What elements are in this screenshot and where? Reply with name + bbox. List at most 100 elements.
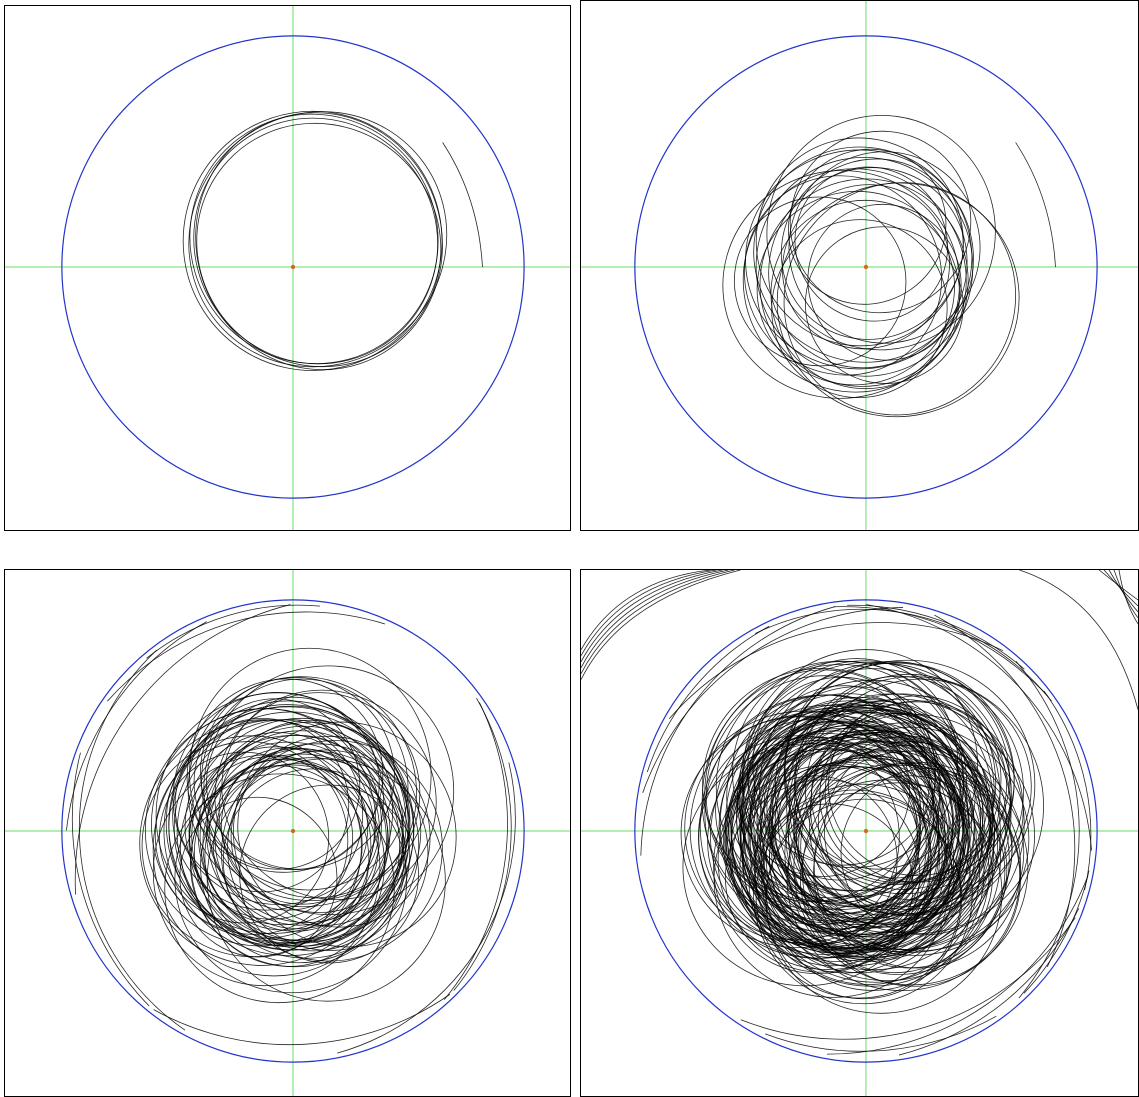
trajectory-loop: [793, 736, 992, 936]
trajectory-loop: [730, 737, 922, 922]
trajectory-loop: [794, 166, 948, 322]
trajectory-loop: [722, 170, 960, 399]
trajectory-loop: [788, 151, 981, 344]
trajectory-loop: [759, 178, 969, 387]
trajectory-loop: [763, 722, 935, 898]
trajectory-loop: [776, 182, 1020, 418]
trajectory-plot-1: [5, 6, 570, 530]
trajectory-loop: [768, 167, 968, 369]
trajectory-loop: [173, 711, 411, 948]
trajectory-loop: [771, 219, 948, 399]
trajectory-escape: [646, 625, 770, 773]
trajectory-escape: [453, 698, 512, 991]
trajectory-loop: [184, 732, 375, 926]
trajectory-loop: [704, 694, 942, 932]
trajectory-escape: [642, 607, 904, 793]
trajectory-loop: [840, 768, 1013, 936]
trajectory-loop: [179, 796, 338, 958]
trajectory-loop: [739, 761, 952, 974]
trajectory-loop: [783, 662, 1015, 895]
trajectory-loop: [195, 112, 443, 371]
trajectory-loop: [196, 122, 442, 368]
trajectory-tail: [442, 142, 483, 268]
trajectory-loop: [725, 779, 921, 973]
trajectory-tail: [1015, 142, 1056, 268]
trajectory-loop: [221, 689, 437, 900]
trajectory-escape: [668, 622, 1004, 719]
trajectory-escape: [898, 908, 1080, 1056]
trajectory-plot-4: [581, 570, 1138, 1096]
center-point: [290, 264, 296, 270]
trajectory-escape: [847, 604, 1025, 670]
trajectory-loop: [750, 708, 992, 940]
trajectory-loop: [828, 695, 1007, 877]
trajectory: [722, 115, 1056, 418]
boundary-circle: [61, 35, 525, 499]
trajectory-plot-2: [581, 1, 1138, 530]
center-point: [863, 828, 869, 834]
trajectory-loop: [754, 757, 990, 983]
trajectory-loop: [731, 775, 898, 945]
trajectory-outer-arc: [581, 570, 741, 680]
trajectory-loop: [188, 717, 409, 941]
trajectory-loop: [190, 758, 385, 967]
trajectory-loop: [152, 719, 400, 977]
trajectory-loop: [724, 739, 919, 937]
trajectory-loop: [197, 721, 422, 942]
trajectory-loop: [770, 199, 960, 390]
trajectory-loop: [789, 693, 1011, 915]
trajectory-escape: [71, 752, 150, 1007]
trajectory-loop: [786, 676, 1044, 935]
trajectory-outer-arc: [1098, 570, 1138, 601]
trajectory-panel-2: [580, 0, 1139, 531]
trajectory-outer-arc: [1118, 570, 1138, 625]
trajectory-loop: [705, 675, 930, 902]
trajectory-outer-arc: [581, 570, 717, 656]
trajectory-outer-arc: [1019, 570, 1138, 710]
trajectory-loop: [745, 149, 974, 370]
trajectory-loop: [789, 130, 972, 314]
trajectory-loop: [189, 753, 407, 968]
trajectory-loop: [733, 196, 907, 367]
trajectory-escape: [1043, 690, 1092, 891]
trajectory-escape: [833, 606, 1049, 698]
trajectory-loop: [759, 732, 1010, 982]
trajectory-escape: [1015, 660, 1080, 999]
trajectory-loop: [214, 692, 421, 899]
trajectory-escape: [740, 917, 1076, 1040]
trajectory-panel-4: [580, 569, 1139, 1097]
boundary-circle: [634, 35, 1098, 499]
trajectory-loop: [753, 783, 973, 1005]
trajectory-outer-arc: [581, 570, 723, 662]
trajectory-loop: [742, 711, 984, 953]
trajectory-loop: [788, 763, 1008, 975]
trajectory-loop: [144, 708, 382, 947]
trajectory-loop: [233, 721, 457, 948]
trajectory-loop: [191, 734, 404, 947]
trajectory-loop: [807, 203, 962, 361]
trajectory-escape: [640, 606, 836, 856]
trajectory-outer-arc: [581, 570, 729, 668]
trajectory-loop: [174, 764, 408, 994]
trajectory-escape: [827, 875, 1089, 1055]
trajectory-loop: [189, 113, 439, 365]
trajectory-loop: [749, 730, 995, 971]
trajectory-escape: [754, 608, 1052, 702]
trajectory-plot-3: [5, 570, 570, 1096]
trajectory-loop: [237, 735, 431, 928]
trajectory-escape: [765, 1015, 997, 1052]
trajectory-escape: [1023, 870, 1090, 994]
trajectory-outer-arc: [581, 570, 711, 650]
trajectory-loop: [704, 660, 968, 916]
boundary-circle: [61, 599, 525, 1063]
trajectory-loop: [187, 676, 417, 908]
trajectory-loop: [141, 735, 362, 958]
trajectory-escape: [443, 702, 508, 1000]
trajectory-loop: [784, 661, 1010, 884]
trajectory-loop: [742, 168, 967, 393]
trajectory-loop: [765, 748, 969, 960]
trajectory-loop: [759, 711, 982, 938]
trajectory-loop: [761, 759, 961, 958]
trajectory-loop: [201, 678, 409, 891]
trajectory-loop: [221, 740, 443, 962]
